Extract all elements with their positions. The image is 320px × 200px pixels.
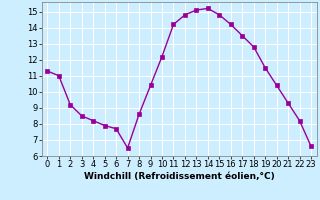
X-axis label: Windchill (Refroidissement éolien,°C): Windchill (Refroidissement éolien,°C) — [84, 172, 275, 181]
